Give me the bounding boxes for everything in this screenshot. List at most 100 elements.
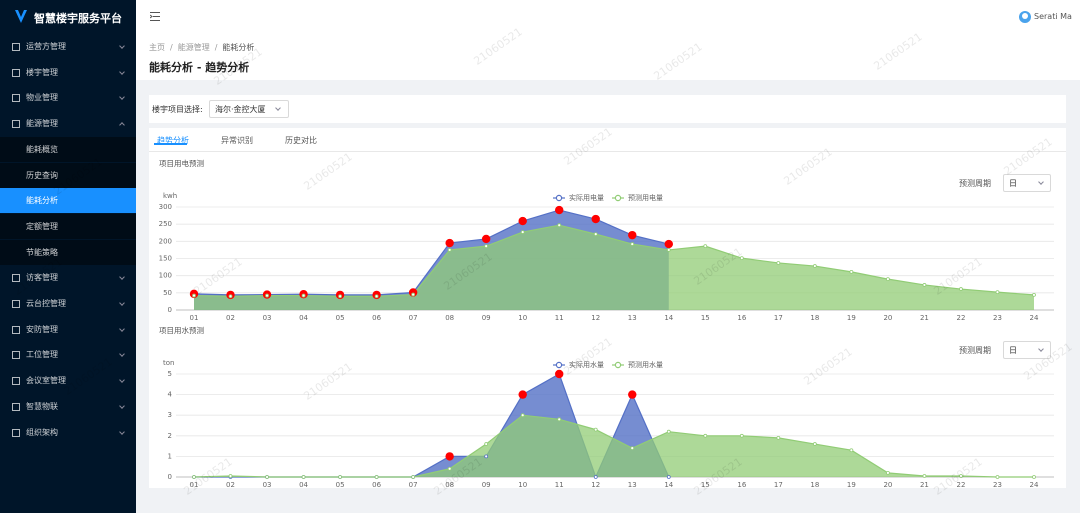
menu-item[interactable]: 云台控管理 (0, 291, 136, 316)
x-tick-label: 19 (847, 314, 856, 321)
point (630, 242, 635, 246)
submenu-label: 定额管理 (26, 221, 58, 231)
select-arrow (1038, 346, 1044, 352)
point (739, 433, 744, 438)
submenu-label: 历史查询 (26, 170, 58, 180)
menu-icon (12, 68, 20, 77)
y-unit: kwh (163, 192, 177, 200)
menu-item[interactable]: 楼宇管理 (0, 60, 136, 85)
legend-label: 实际用水量 (569, 360, 604, 369)
submenu-item[interactable]: 定额管理 (0, 213, 136, 239)
submenu-label: 节能策略 (26, 247, 58, 257)
point (849, 448, 854, 453)
highlight-point (481, 234, 491, 244)
x-tick-label: 13 (628, 481, 637, 488)
point (447, 466, 452, 471)
x-tick-label: 01 (190, 481, 199, 488)
x-tick-label: 16 (737, 314, 746, 321)
y-tick-label: 0 (168, 306, 172, 314)
menu-label: 物业管理 (26, 93, 58, 103)
highlight-point (555, 205, 564, 215)
point (338, 475, 342, 479)
x-tick-label: 06 (372, 314, 381, 321)
menu-item[interactable]: 安防管理 (0, 317, 136, 342)
breadcrumb-sep: / (214, 43, 218, 52)
point (228, 474, 233, 478)
submenu-item[interactable]: 能耗分析 (0, 188, 136, 214)
menu-item[interactable]: 能源管理 (0, 111, 136, 136)
menu-arrow (119, 68, 125, 75)
x-tick-label: 24 (1030, 481, 1039, 488)
x-tick-label: 08 (445, 481, 454, 488)
x-tick-label: 18 (810, 481, 819, 488)
legend-label: 预测用电量 (628, 193, 663, 202)
y-tick-label: 5 (168, 370, 172, 378)
breadcrumb-item[interactable]: 能源管理 (177, 43, 210, 52)
x-tick-label: 04 (299, 481, 308, 488)
menu-arrow (119, 43, 125, 49)
legend-marker (555, 361, 563, 369)
menu-item[interactable]: 工位管理 (0, 342, 136, 367)
x-tick-label: 09 (482, 481, 491, 488)
menu-arrow (119, 325, 125, 332)
y-tick-label: 3 (168, 411, 172, 419)
point (1032, 292, 1036, 297)
highlight-point (445, 238, 454, 248)
menu-item[interactable]: 组织架构 (0, 420, 136, 445)
x-tick-label: 02 (226, 481, 235, 488)
menu-icon (12, 94, 20, 103)
point (995, 475, 1000, 479)
point (301, 475, 306, 479)
menu-item[interactable]: 智慧物联 (0, 394, 136, 419)
submenu-item[interactable]: 节能策略 (0, 239, 136, 265)
series-area (194, 415, 1034, 477)
point (301, 293, 306, 298)
avatar[interactable] (1019, 11, 1031, 23)
menu-icon (12, 43, 20, 51)
menu-item[interactable]: 物业管理 (0, 85, 136, 110)
x-tick-label: 21 (920, 481, 929, 488)
x-tick-label: 01 (190, 314, 199, 321)
x-tick-label: 22 (956, 481, 965, 488)
point (886, 470, 890, 475)
menu-item[interactable]: 运营方管理 (0, 34, 136, 59)
highlight-point (518, 390, 527, 399)
breadcrumb-item: 能耗分析 (222, 43, 255, 52)
collapse-icon[interactable] (150, 12, 160, 21)
menu-label: 会议室管理 (26, 376, 66, 386)
point (739, 256, 744, 261)
highlight-point (518, 216, 527, 226)
submenu-item[interactable]: 能耗概览 (0, 136, 136, 162)
x-tick-label: 12 (591, 314, 600, 321)
breadcrumb-item[interactable]: 主页 (149, 43, 165, 52)
point (593, 475, 598, 479)
menu-icon (12, 402, 20, 411)
point (192, 475, 196, 479)
tab[interactable]: 异常识别 (221, 136, 253, 145)
submenu-item[interactable]: 历史查询 (0, 162, 136, 188)
tabs: 趋势分析 异常识别 历史对比 (149, 128, 1066, 152)
x-tick-label: 15 (701, 314, 710, 321)
y-tick-label: 4 (168, 391, 173, 399)
point (1032, 475, 1036, 479)
tab[interactable]: 趋势分析 (157, 136, 189, 145)
period-select[interactable]: 日 (1003, 341, 1051, 359)
menu-item[interactable]: 会议室管理 (0, 368, 136, 393)
legend-label: 预测用水量 (628, 360, 663, 369)
project-select[interactable]: 海尔·金控大厦 (209, 100, 289, 118)
tab[interactable]: 历史对比 (285, 136, 317, 145)
period-select[interactable]: 日 (1003, 174, 1051, 192)
x-tick-label: 07 (409, 314, 418, 321)
menu-item[interactable]: 访客管理 (0, 265, 136, 290)
user-name[interactable]: Serati Ma (1034, 12, 1072, 21)
highlight-point (628, 230, 637, 240)
point (557, 417, 562, 422)
x-tick-label: 04 (299, 314, 308, 321)
point (812, 264, 817, 268)
x-tick-label: 21 (920, 314, 929, 321)
x-tick-label: 07 (409, 481, 418, 488)
highlight-point (628, 390, 637, 399)
point (703, 433, 708, 438)
menu-label: 组织架构 (26, 427, 58, 437)
